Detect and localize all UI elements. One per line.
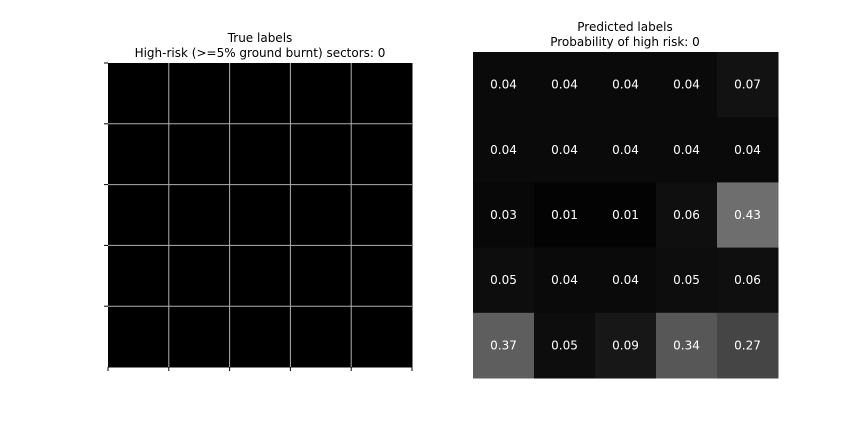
pred-cell-r0-c4 xyxy=(717,52,779,118)
true-cell-r0-c2 xyxy=(229,63,291,125)
true-cell-r4-c2 xyxy=(229,306,291,368)
pred-value-label-r4-c0: 0.37 xyxy=(490,338,517,352)
pred-cell-r2-c0 xyxy=(473,182,535,249)
pred-value-label-r1-c1: 0.04 xyxy=(551,143,578,157)
true-labels-chart: True labels High-risk (>=5% ground burnt… xyxy=(104,31,413,371)
pred-value-label-r3-c1: 0.04 xyxy=(551,273,578,287)
true-cell-r3-c3 xyxy=(290,245,352,307)
true-labels-cells xyxy=(108,63,413,368)
pred-cell-r0-c2 xyxy=(595,52,657,118)
pred-value-label-r2-c0: 0.03 xyxy=(490,208,517,222)
true-cell-r0-c4 xyxy=(351,63,413,125)
true-labels-subtitle: High-risk (>=5% ground burnt) sectors: 0 xyxy=(135,46,386,60)
true-cell-r3-c1 xyxy=(168,245,231,307)
pred-cell-r1-c2 xyxy=(595,117,657,183)
pred-cell-r2-c4 xyxy=(717,182,779,249)
pred-value-label-r4-c3: 0.34 xyxy=(673,338,700,352)
pred-cell-r3-c4 xyxy=(717,247,779,314)
pred-cell-r3-c3 xyxy=(656,247,718,314)
pred-value-label-r2-c3: 0.06 xyxy=(673,208,700,222)
pred-cell-r4-c3 xyxy=(656,312,718,379)
predicted-labels-values: 0.04 0.04 0.04 0.04 0.07 0.04 0.04 0.04 0.04 0.04… xyxy=(490,78,761,353)
pred-cell-r1-c3 xyxy=(656,117,718,183)
pred-value-label-r3-c3: 0.05 xyxy=(673,273,700,287)
pred-cell-r4-c1 xyxy=(534,312,596,379)
true-cell-r1-c2 xyxy=(229,123,291,186)
predicted-labels-subtitle: Probability of high risk: 0 xyxy=(550,35,700,49)
pred-cell-r3-c2 xyxy=(595,247,657,314)
true-cell-r0-c0 xyxy=(108,63,170,125)
pred-cell-r1-c1 xyxy=(534,117,596,183)
pred-cell-r0-c1 xyxy=(534,52,596,118)
pred-cell-r0-c0 xyxy=(473,52,535,118)
pred-value-label-r0-c4: 0.07 xyxy=(734,78,761,92)
true-cell-r4-c4 xyxy=(351,306,413,368)
pred-cell-r1-c0 xyxy=(473,117,535,183)
true-cell-r1-c3 xyxy=(290,123,352,186)
true-labels-gridlines xyxy=(108,63,412,367)
true-cell-r3-c4 xyxy=(351,245,413,307)
pred-cell-r2-c1 xyxy=(534,182,596,249)
true-cell-r4-c3 xyxy=(290,306,352,368)
pred-value-label-r3-c0: 0.05 xyxy=(490,273,517,287)
true-cell-r3-c2 xyxy=(229,245,291,307)
pred-value-label-r0-c1: 0.04 xyxy=(551,78,578,92)
true-cell-r2-c3 xyxy=(290,184,352,246)
true-cell-r0-c3 xyxy=(290,63,352,125)
true-cell-r2-c0 xyxy=(108,184,170,246)
pred-cell-r4-c0 xyxy=(473,312,535,379)
pred-cell-r3-c0 xyxy=(473,247,535,314)
true-cell-r3-c0 xyxy=(108,245,170,307)
pred-cell-r2-c3 xyxy=(656,182,718,249)
true-cell-r2-c2 xyxy=(229,184,291,246)
pred-value-label-r2-c2: 0.01 xyxy=(612,208,639,222)
pred-cell-r1-c4 xyxy=(717,117,779,183)
true-cell-r1-c1 xyxy=(168,123,231,186)
pred-value-label-r2-c4: 0.43 xyxy=(734,208,761,222)
true-cell-r4-c1 xyxy=(168,306,231,368)
pred-value-label-r2-c1: 0.01 xyxy=(551,208,578,222)
true-cell-r4-c0 xyxy=(108,306,170,368)
predicted-labels-chart: Predicted labels Probability of high ris… xyxy=(473,20,779,379)
pred-cell-r4-c2 xyxy=(595,312,657,379)
true-cell-r1-c4 xyxy=(351,123,413,186)
true-labels-title: True labels xyxy=(227,31,293,45)
pred-value-label-r4-c2: 0.09 xyxy=(612,338,639,352)
pred-value-label-r1-c2: 0.04 xyxy=(612,143,639,157)
pred-value-label-r1-c3: 0.04 xyxy=(673,143,700,157)
true-cell-r2-c4 xyxy=(351,184,413,246)
pred-value-label-r1-c0: 0.04 xyxy=(490,143,517,157)
pred-value-label-r4-c4: 0.27 xyxy=(734,338,761,352)
pred-value-label-r0-c3: 0.04 xyxy=(673,78,700,92)
pred-cell-r2-c2 xyxy=(595,182,657,249)
true-cell-r0-c1 xyxy=(168,63,231,125)
predicted-labels-cells xyxy=(473,52,779,379)
pred-value-label-r1-c4: 0.04 xyxy=(734,143,761,157)
pred-cell-r3-c1 xyxy=(534,247,596,314)
pred-value-label-r4-c1: 0.05 xyxy=(551,338,578,352)
pred-cell-r4-c4 xyxy=(717,312,779,379)
predicted-labels-title: Predicted labels xyxy=(577,20,672,34)
true-cell-r2-c1 xyxy=(168,184,231,246)
pred-value-label-r3-c4: 0.06 xyxy=(734,273,761,287)
true-cell-r1-c0 xyxy=(108,123,170,186)
pred-value-label-r0-c2: 0.04 xyxy=(612,78,639,92)
pred-cell-r0-c3 xyxy=(656,52,718,118)
pred-value-label-r3-c2: 0.04 xyxy=(612,273,639,287)
true-labels-ticks xyxy=(104,62,413,371)
pred-value-label-r0-c0: 0.04 xyxy=(490,78,517,92)
